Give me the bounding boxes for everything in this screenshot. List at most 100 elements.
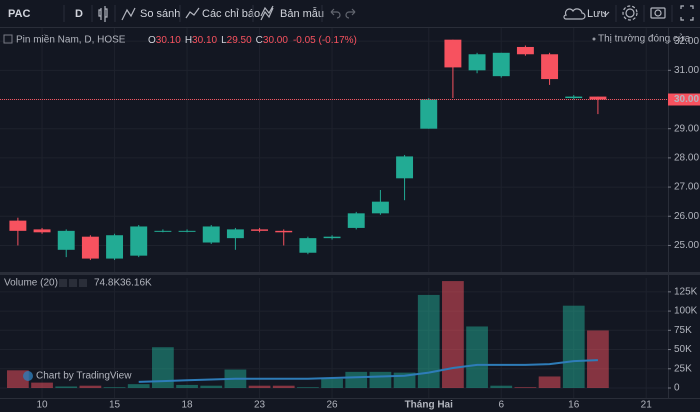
volume-bar (31, 382, 53, 388)
volume-ma-last: 36.16K (120, 278, 152, 289)
undo-icon[interactable] (330, 8, 341, 19)
candle-body (226, 229, 244, 239)
watermark-logo (23, 371, 33, 381)
candle-body (516, 46, 534, 55)
volume-button[interactable] (69, 279, 77, 287)
ohlc-key: C (256, 35, 263, 46)
volume-bar (345, 371, 368, 388)
current-price-label: 30.00 (674, 94, 699, 105)
volume-bar (538, 376, 561, 388)
indicators-icon[interactable] (185, 7, 200, 19)
candle-body (541, 54, 559, 80)
x-tick-label: 6 (498, 400, 504, 411)
ohlc-key: O (148, 35, 156, 46)
candle-body (299, 238, 317, 253)
interval[interactable]: D (75, 8, 83, 20)
volume-bar (514, 387, 537, 388)
y-tick-label: 32.00 (674, 36, 699, 47)
symbol[interactable]: PAC (8, 8, 30, 20)
templates-icon[interactable] (260, 5, 274, 21)
y-tick-label: 27.00 (674, 182, 699, 193)
candle-body (492, 52, 510, 77)
candle-body (565, 96, 583, 99)
volume-bar (79, 385, 102, 388)
volume-bar (248, 385, 271, 388)
candle-body (9, 220, 27, 231)
volume-bar (272, 385, 295, 388)
volume-title: Volume (20) (4, 278, 58, 289)
ohlc-values: O30.10 H30.10 L29.50 C30.00 -0.05 (-0.17%) (148, 35, 357, 46)
save-button[interactable]: Lưu (587, 8, 607, 20)
snapshot-icon[interactable] (650, 7, 666, 19)
volume-bar (55, 386, 78, 388)
y-tick-label: 25.00 (674, 240, 699, 251)
watermark: Chart by TradingView (36, 371, 132, 382)
settings-icon[interactable] (625, 8, 635, 18)
volume-ma-line (138, 359, 598, 383)
y-tick-label: 26.00 (674, 211, 699, 222)
fullscreen-icon[interactable] (680, 5, 694, 21)
volume-last: 74.8K (94, 278, 120, 289)
y-tick-label: 0 (674, 383, 680, 394)
ohlc-value: 30.00 (263, 35, 288, 46)
ohlc-key: H (185, 35, 192, 46)
collapse-icon[interactable] (3, 34, 13, 44)
ohlc-value: 29.50 (227, 35, 252, 46)
volume-bar (297, 387, 319, 388)
y-tick-label: 29.00 (674, 123, 699, 134)
volume-bar (442, 281, 464, 388)
volume-bar (369, 371, 392, 388)
candle-body (323, 236, 341, 239)
candle-body (154, 230, 172, 232)
marks (7, 39, 609, 388)
candle-body (589, 96, 607, 100)
settings-icon-gear[interactable] (622, 5, 638, 21)
candle-body (371, 201, 389, 214)
volume-bar (127, 384, 150, 388)
volume-bar (103, 387, 126, 388)
candle-body (178, 230, 196, 232)
volume-bar (562, 305, 585, 388)
toolbar: PAC D So sánh Các chỉ báo Bản mẫu Lưu (0, 0, 700, 28)
x-tick-label: 16 (568, 400, 580, 411)
current-price-tag (668, 93, 700, 106)
y-tick-label: 125K (674, 286, 698, 297)
y-tick-label: 50K (674, 344, 692, 355)
volume-button[interactable] (59, 279, 67, 287)
candle-body (106, 235, 124, 259)
compare-button[interactable]: So sánh (140, 8, 180, 20)
x-tick-label: 23 (254, 400, 266, 411)
y-tick-label: 28.00 (674, 153, 699, 164)
volume-bar (200, 385, 223, 388)
price-change: -0.05 (-0.17%) (293, 35, 357, 46)
volume-bar (587, 330, 609, 388)
candle-body (81, 236, 99, 259)
x-tick-label: 10 (36, 400, 48, 411)
symbol-title: Pin miền Nam, D, HOSE (16, 34, 126, 46)
ohlc-value: 30.10 (192, 35, 217, 46)
redo-icon[interactable] (345, 8, 356, 19)
indicators-button[interactable]: Các chỉ báo (202, 8, 260, 20)
volume-bar (176, 384, 198, 388)
cloud-icon (563, 8, 586, 20)
candle-body (275, 230, 293, 233)
y-tick-label: 75K (674, 325, 692, 336)
candle-body (130, 226, 148, 256)
templates-button[interactable]: Bản mẫu (280, 7, 324, 20)
status-dot (592, 37, 596, 41)
ohlc-value: 30.10 (156, 35, 181, 46)
snapshot-lens[interactable] (654, 9, 662, 17)
chart-type-icon[interactable] (98, 6, 108, 22)
legend: Pin miền Nam, D, HOSE O30.10 H30.10 L29.50… (3, 33, 691, 382)
candle-body (251, 229, 269, 231)
y-tick-label: 31.00 (674, 65, 699, 76)
save-dropdown[interactable] (602, 11, 610, 16)
compare-icon[interactable] (121, 7, 136, 21)
volume-button[interactable] (79, 279, 87, 287)
y-tick-label: 100K (674, 306, 698, 317)
x-tick-label: 18 (181, 400, 193, 411)
x-tick-label: 26 (327, 400, 339, 411)
x-tick-label: 15 (109, 400, 121, 411)
